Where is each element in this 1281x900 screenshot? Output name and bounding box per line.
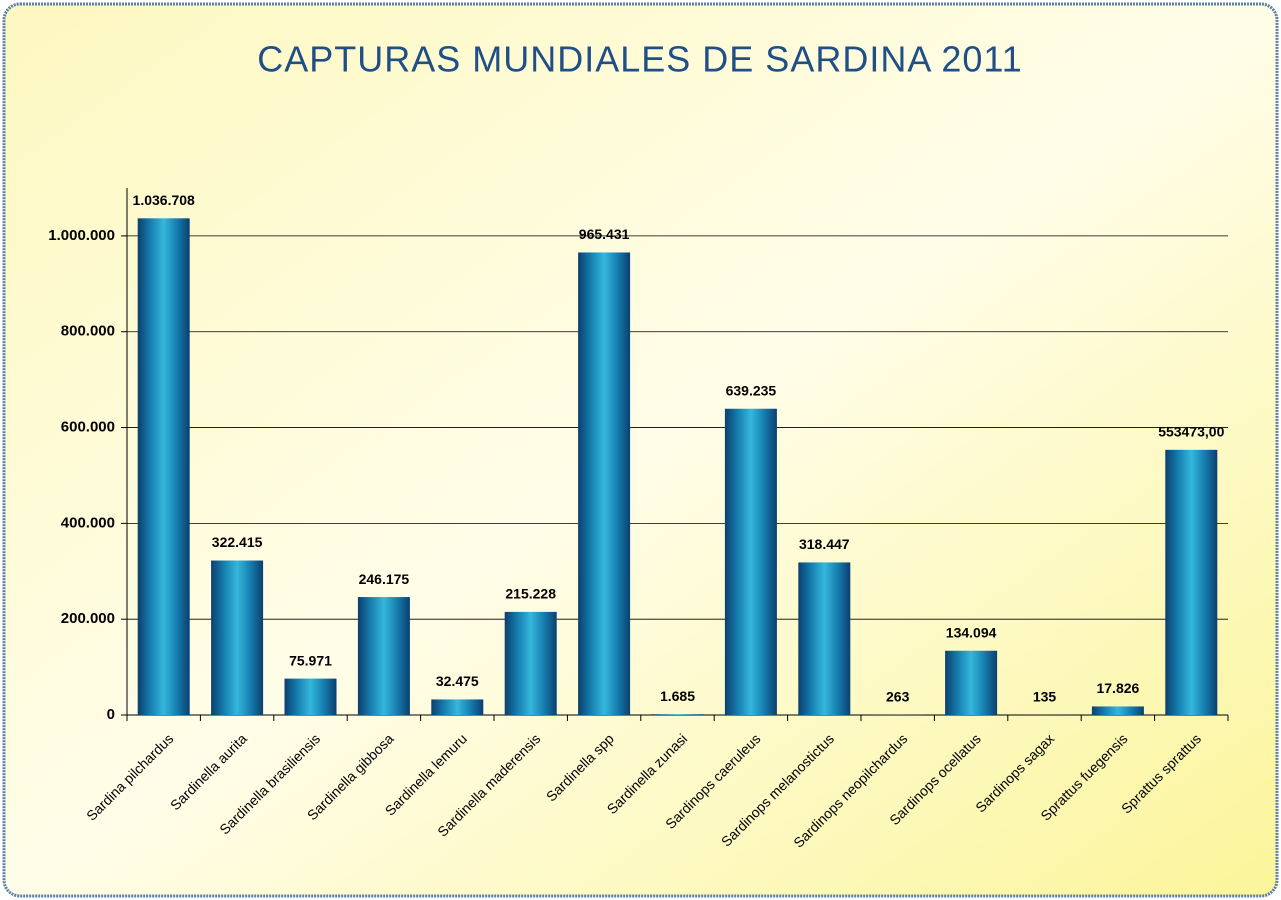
value-label: 1.036.708: [133, 192, 195, 208]
frame: [4, 4, 1277, 896]
value-label: 263: [886, 689, 910, 705]
bar: [1092, 706, 1144, 715]
bar: [431, 699, 483, 715]
bar: [211, 561, 263, 715]
y-tick-label: 800.000: [61, 323, 115, 340]
value-label: 135: [1033, 689, 1057, 705]
bar: [358, 597, 410, 715]
bar: [798, 562, 850, 715]
value-label: 1.685: [660, 688, 695, 704]
value-label: 965.431: [579, 226, 630, 242]
chart: CAPTURAS MUNDIALES DE SARDINA 2011 0 200.…: [0, 0, 1281, 900]
value-label: 17.826: [1096, 680, 1139, 696]
value-label: 322.415: [212, 534, 263, 550]
value-label: 639.235: [726, 382, 777, 398]
y-tick-label: 1.000.000: [48, 227, 115, 244]
y-tick-label: 400.000: [61, 514, 115, 531]
y-tick-label: 200.000: [61, 610, 115, 627]
value-label: 246.175: [359, 571, 410, 587]
chart-title: CAPTURAS MUNDIALES DE SARDINA 2011: [257, 39, 1023, 80]
bar: [138, 218, 190, 715]
value-label: 75.971: [289, 652, 332, 668]
value-label: 553473,00: [1158, 424, 1224, 440]
value-label: 215.228: [505, 586, 556, 602]
value-label: 134.094: [946, 624, 997, 640]
value-label: 318.447: [799, 536, 850, 552]
bar: [285, 679, 337, 715]
bar: [725, 409, 777, 715]
bar: [652, 714, 704, 715]
value-label: 32.475: [436, 673, 479, 689]
bar: [1165, 450, 1217, 715]
bar: [578, 252, 630, 715]
bar: [505, 612, 557, 715]
y-tick-label: 600.000: [61, 419, 115, 436]
bar: [945, 651, 997, 715]
y-tick-label: 0: [107, 706, 115, 723]
page: CAPTURAS MUNDIALES DE SARDINA 2011 0 200.…: [0, 0, 1281, 900]
